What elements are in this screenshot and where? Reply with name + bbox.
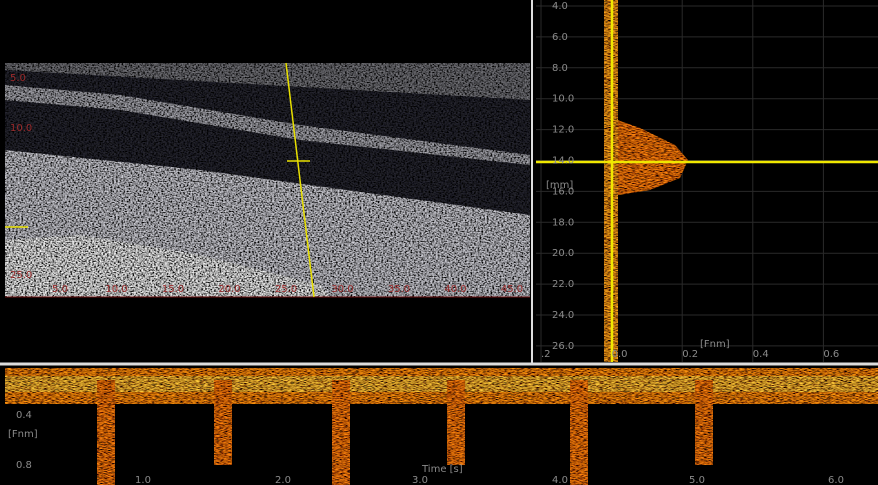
systolic-streak [97,380,115,485]
y-tick-label: 10.0 [10,123,32,134]
axis-unit: [Fnm] [700,339,730,350]
y-tick-label: 26.0 [552,341,574,352]
x-tick-label: 10.0 [105,284,127,295]
x-tick-label: 15.0 [162,284,184,295]
y-tick-label: 5.0 [10,73,26,84]
x-tick-label: 6.0 [828,475,844,485]
y-tick-label: 22.0 [552,279,574,290]
x-tick-label: 30.0 [331,284,353,295]
x-tick-label: .2 [541,349,551,360]
y-tick-label: 0.4 [16,410,32,421]
x-tick-label: 4.0 [552,475,568,485]
x-tick-label: 1.0 [135,475,151,485]
x-tick-label: 20.0 [218,284,240,295]
ultrasound-viewer: [mm] [Fnm] [Fnm] Time [s] 4.06.08.010.01… [0,0,878,485]
y-tick-label: 25.0 [10,270,32,281]
profile-panel [536,0,878,362]
systolic-streak [570,380,588,485]
y-tick-label: 14.0 [552,156,574,167]
x-tick-label: 0.4 [753,349,769,360]
x-tick-label: 5.0 [52,284,68,295]
y-tick-label: 20.0 [552,248,574,259]
y-tick-label: 10.0 [552,94,574,105]
systolic-streak [332,380,350,485]
x-tick-label: 0.2 [682,349,698,360]
y-tick-label: 0.8 [16,460,32,471]
x-tick-label: 25.0 [275,284,297,295]
systolic-streak [214,380,232,465]
x-tick-label: 45.0 [501,284,523,295]
y-tick-label: 6.0 [552,32,568,43]
y-tick-label: 8.0 [552,63,568,74]
y-tick-label: 24.0 [552,310,574,321]
systolic-streak [447,380,465,465]
systolic-streak [695,380,713,465]
y-tick-label: 18.0 [552,217,574,228]
x-tick-label: 35.0 [388,284,410,295]
x-tick-label: 40.0 [444,284,466,295]
y-tick-label: 4.0 [552,1,568,12]
x-tick-label: 0.6 [823,349,839,360]
x-tick-label: 2.0 [275,475,291,485]
axis-unit: [Fnm] [8,429,38,440]
y-tick-label: 16.0 [552,186,574,197]
x-tick-label: 3.0 [412,475,428,485]
x-tick-label: 0.0 [612,349,628,360]
y-tick-label: 12.0 [552,125,574,136]
x-tick-label: 5.0 [689,475,705,485]
axis-unit: Time [s] [421,464,463,475]
bmode-image [5,63,530,297]
